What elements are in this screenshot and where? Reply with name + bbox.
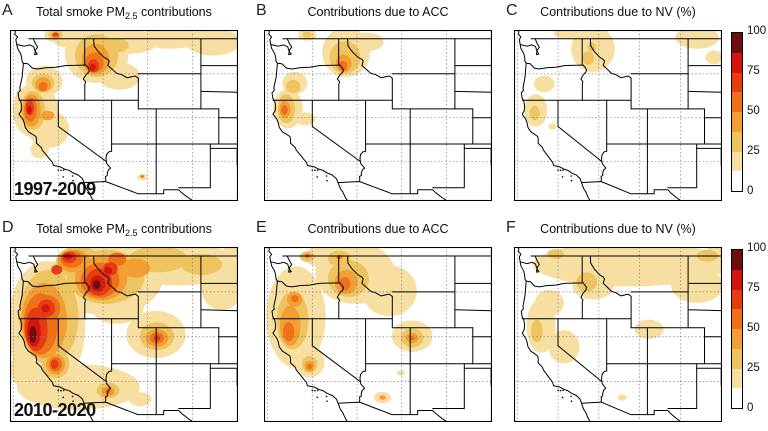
map-frame — [514, 247, 722, 422]
colorbar-tick-25: 25 — [747, 145, 760, 157]
panel-e-title-text: Contributions due to ACC — [307, 222, 449, 236]
state-borders — [268, 30, 492, 201]
colorbar-top — [731, 32, 743, 192]
colorbar-tick-0: 0 — [747, 185, 754, 197]
period-label: 1997-2009 — [14, 179, 96, 199]
panel-d-title-suffix: contributions — [137, 222, 212, 236]
panel-a-title-subscript: 2.5 — [125, 11, 138, 21]
panel-c-letter: C — [506, 2, 518, 19]
colorbar-tick-50: 50 — [747, 322, 760, 334]
colorbar-segment — [732, 92, 742, 112]
colorbar-tick-100: 100 — [747, 242, 767, 254]
panel-f-header: F Contributions due to NV (%) — [506, 219, 730, 241]
colorbar-bottom — [731, 249, 743, 409]
smoke-contours — [10, 247, 238, 410]
map-frame — [514, 30, 722, 201]
smoke-contours — [273, 30, 384, 129]
panel-a-title-suffix: contributions — [137, 5, 212, 19]
map-b — [264, 30, 492, 201]
colorbar-segment — [732, 329, 742, 349]
colorbar-segment — [732, 171, 742, 191]
map-e — [264, 247, 492, 422]
colorbar-segment — [732, 52, 742, 73]
map-frame — [264, 30, 492, 201]
state-borders — [518, 247, 722, 422]
panel-a-title-text: Total smoke PM — [36, 5, 126, 19]
colorbar-segment — [732, 151, 742, 172]
state-borders — [14, 30, 238, 201]
map-frame — [10, 247, 238, 422]
panel-d-title: Total smoke PM2.5 contributions — [2, 222, 246, 238]
panel-f-letter: F — [506, 219, 516, 236]
map-c — [514, 30, 722, 201]
state-borders — [14, 247, 238, 422]
colorbar-tick-0: 0 — [747, 402, 754, 414]
panel-c-title: Contributions due to NV (%) — [506, 5, 730, 19]
graticule — [514, 247, 722, 422]
state-borders — [518, 30, 722, 201]
colorbar-segment — [732, 250, 742, 270]
panel-f-title: Contributions due to NV (%) — [506, 222, 730, 236]
colorbar-segment — [732, 33, 742, 53]
panel-c-header: C Contributions due to NV (%) — [506, 2, 730, 24]
colorbar-tick-50: 50 — [747, 105, 760, 117]
colorbar-tick-100: 100 — [747, 25, 767, 37]
panel-b-header: B Contributions due to ACC — [256, 2, 500, 24]
colorbar-segment — [732, 269, 742, 290]
panel-d-header: D Total smoke PM2.5 contributions — [2, 219, 246, 241]
panel-c-title-text: Contributions due to NV (%) — [540, 5, 696, 19]
colorbar-segment — [732, 348, 742, 369]
colorbar-tick-75: 75 — [747, 65, 760, 77]
panel-a-letter: A — [2, 2, 13, 19]
colorbar-segment — [732, 112, 742, 132]
panel-b-title-text: Contributions due to ACC — [307, 5, 449, 19]
panel-d-title-text: Total smoke PM — [36, 222, 126, 236]
panel-d-title-subscript: 2.5 — [125, 228, 138, 238]
colorbar-segment — [732, 72, 742, 93]
map-d: 2010-2020 — [10, 247, 238, 422]
colorbar-tick-75: 75 — [747, 282, 760, 294]
panel-e-letter: E — [256, 219, 267, 236]
state-borders — [268, 247, 492, 422]
colorbar-segment — [732, 388, 742, 408]
panel-e-title: Contributions due to ACC — [256, 222, 500, 236]
smoke-contours — [526, 247, 722, 401]
panel-e-header: E Contributions due to ACC — [256, 219, 500, 241]
panel-a-header: A Total smoke PM2.5 contributions — [2, 2, 246, 24]
panel-d-letter: D — [2, 219, 14, 236]
panel-f-title-text: Contributions due to NV (%) — [540, 222, 696, 236]
panel-b-letter: B — [256, 2, 267, 19]
map-frame — [10, 30, 238, 201]
period-label: 2010-2020 — [14, 400, 96, 420]
map-f — [514, 247, 722, 422]
colorbar-segment — [732, 368, 742, 389]
colorbar-segment — [732, 289, 742, 310]
colorbar-segment — [732, 131, 742, 152]
map-frame — [264, 247, 492, 422]
colorbar-segment — [732, 309, 742, 329]
smoke-contours — [12, 30, 238, 181]
colorbar-tick-25: 25 — [747, 362, 760, 374]
map-a: 1997-2009 — [10, 30, 238, 201]
panel-b-title: Contributions due to ACC — [256, 5, 500, 19]
smoke-contours — [266, 247, 433, 404]
smoke-contours — [524, 30, 722, 130]
panel-a-title: Total smoke PM2.5 contributions — [2, 5, 246, 21]
